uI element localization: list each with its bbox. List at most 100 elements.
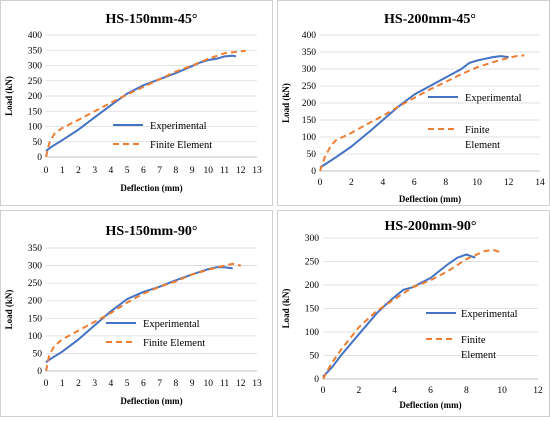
- y-tick-label: 200: [305, 281, 320, 291]
- chart-panel-1: HS-150mm-45° 0 50 100 150 200 250 300 350 400 0 1 2 3…: [0, 0, 273, 206]
- x-tick-label: 12: [236, 379, 246, 389]
- y-axis-label: Load (kN): [4, 290, 14, 330]
- series-finite-element-line: [319, 54, 525, 172]
- x-tick-label: 5: [125, 166, 130, 176]
- x-tick-label: 9: [190, 379, 195, 389]
- y-tick-label: 50: [310, 352, 320, 362]
- y-tick-label: 400: [28, 31, 43, 41]
- x-tick-label: 2: [356, 386, 361, 396]
- x-tick-label: 5: [125, 379, 130, 389]
- x-tick-label: 3: [92, 379, 97, 389]
- legend-label-experimental: Experimental: [150, 121, 207, 132]
- y-tick-label: 150: [28, 314, 43, 324]
- x-tick-label: 6: [141, 379, 146, 389]
- x-tick-label: 7: [157, 166, 162, 176]
- series-experimental-line: [319, 55, 509, 169]
- x-tick-label: 10: [497, 386, 507, 396]
- x-tick-label: 8: [173, 166, 178, 176]
- legend-label-finite-element: Finite Element: [465, 125, 500, 151]
- y-tick-label: 0: [37, 367, 42, 377]
- y-tick-label: 350: [28, 46, 43, 56]
- y-tick-label: 250: [305, 258, 320, 268]
- x-tick-label: 7: [157, 379, 162, 389]
- y-tick-label: 300: [28, 62, 43, 72]
- x-tick-label: 4: [380, 178, 385, 188]
- y-tick-label: 0: [37, 153, 42, 163]
- x-axis-label: Deflection (mm): [120, 396, 182, 406]
- x-tick-label: 3: [92, 166, 97, 176]
- series-finite-element-line: [45, 49, 246, 158]
- chart-title: HS-200mm-90°: [385, 219, 477, 234]
- x-tick-label: 9: [190, 166, 195, 176]
- y-tick-label: 100: [302, 133, 317, 143]
- x-tick-label: 6: [428, 386, 433, 396]
- x-tick-label: 1: [60, 166, 65, 176]
- x-tick-label: 11: [220, 166, 229, 176]
- legend-label-experimental: Experimental: [461, 309, 518, 320]
- x-tick-label: 13: [252, 166, 262, 176]
- y-tick-label: 100: [305, 328, 320, 338]
- legend-label-finite-element: Finite Element: [150, 140, 212, 151]
- chart-hs-200-90: HS-200mm-90° 0 50 100 150 200 250 300 0 2 4 6 8 10 12 D…: [281, 219, 543, 410]
- x-tick-label: 6: [412, 178, 417, 188]
- chart-panel-3: HS-150mm-90° 0 50 100 150 200 250 300 350 0 1 2 3 4 5 6…: [0, 210, 273, 417]
- x-tick-label: 2: [76, 379, 81, 389]
- y-tick-label: 400: [302, 31, 317, 41]
- chart-panel-2: HS-200mm-45° 0 50 100 150 200 250 300 350 400 0 2 4 6…: [277, 0, 550, 206]
- y-tick-label: 200: [28, 92, 43, 102]
- y-axis-label: Load (kN): [281, 83, 291, 123]
- x-tick-label: 13: [252, 379, 262, 389]
- y-tick-label: 50: [33, 138, 43, 148]
- chart-hs-200-45: HS-200mm-45° 0 50 100 150 200 250 300 350 400 0 2 4 6…: [281, 12, 545, 204]
- x-tick-label: 0: [44, 379, 49, 389]
- y-tick-label: 250: [28, 77, 43, 87]
- chart-panel-4: HS-200mm-90° 0 50 100 150 200 250 300 0 2 4 6 8 10 12 D…: [277, 210, 550, 417]
- legend-label-experimental: Experimental: [143, 319, 200, 330]
- y-tick-label: 250: [302, 82, 317, 92]
- x-axis-label: Deflection (mm): [120, 183, 182, 193]
- series-experimental-line: [45, 54, 237, 152]
- x-tick-label: 2: [76, 166, 81, 176]
- x-tick-label: 10: [204, 379, 214, 389]
- x-tick-label: 8: [443, 178, 448, 188]
- x-tick-label: 0: [318, 178, 323, 188]
- y-tick-label: 300: [305, 234, 320, 244]
- series-finite-element-line: [45, 262, 242, 372]
- x-tick-label: 4: [109, 379, 114, 389]
- y-tick-label: 350: [302, 48, 317, 58]
- y-tick-label: 150: [302, 116, 317, 126]
- x-tick-label: 12: [504, 178, 514, 188]
- x-tick-label: 1: [60, 379, 65, 389]
- x-tick-label: 4: [392, 386, 397, 396]
- y-tick-label: 150: [28, 107, 43, 117]
- x-tick-label: 2: [349, 178, 354, 188]
- y-axis-label: Load (kN): [4, 76, 14, 116]
- x-tick-label: 10: [204, 166, 214, 176]
- y-axis-label: Load (kN): [281, 289, 291, 329]
- y-tick-label: 300: [28, 262, 43, 272]
- x-axis-label: Deflection (mm): [399, 194, 461, 204]
- y-tick-label: 0: [314, 375, 319, 385]
- y-tick-label: 50: [307, 150, 317, 160]
- y-tick-label: 100: [28, 123, 43, 133]
- x-tick-label: 8: [173, 379, 178, 389]
- legend-label-finite-element: Finite Element: [143, 338, 205, 349]
- y-tick-label: 200: [28, 297, 43, 307]
- y-tick-label: 0: [311, 167, 316, 177]
- x-tick-label: 6: [141, 166, 146, 176]
- y-tick-label: 100: [28, 332, 43, 342]
- x-tick-label: 12: [533, 386, 543, 396]
- x-tick-label: 12: [236, 166, 246, 176]
- x-tick-label: 10: [472, 178, 482, 188]
- x-tick-label: 11: [220, 379, 229, 389]
- series-experimental-line: [322, 253, 476, 378]
- y-tick-label: 250: [28, 279, 43, 289]
- chart-title: HS-150mm-45°: [106, 12, 198, 27]
- chart-title: HS-200mm-45°: [384, 12, 476, 27]
- x-tick-label: 14: [535, 178, 545, 188]
- y-tick-label: 350: [28, 244, 43, 254]
- x-tick-label: 8: [464, 386, 469, 396]
- y-tick-label: 200: [302, 99, 317, 109]
